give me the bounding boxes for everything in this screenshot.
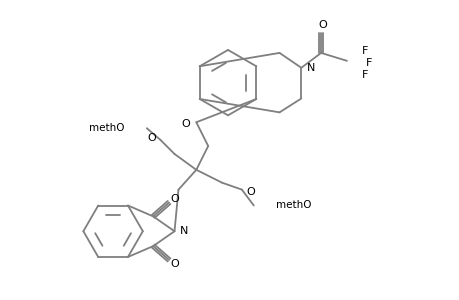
Text: N: N [179,226,187,236]
Text: F: F [361,70,367,80]
Text: O: O [170,194,179,204]
Text: F: F [365,58,371,68]
Text: O: O [318,20,327,30]
Text: O: O [246,187,255,196]
Text: O: O [181,119,190,129]
Text: O: O [170,259,179,269]
Text: F: F [361,46,367,56]
Text: O: O [146,133,155,143]
Text: methO: methO [90,123,125,133]
Text: methO: methO [275,200,310,211]
Text: N: N [307,63,315,73]
